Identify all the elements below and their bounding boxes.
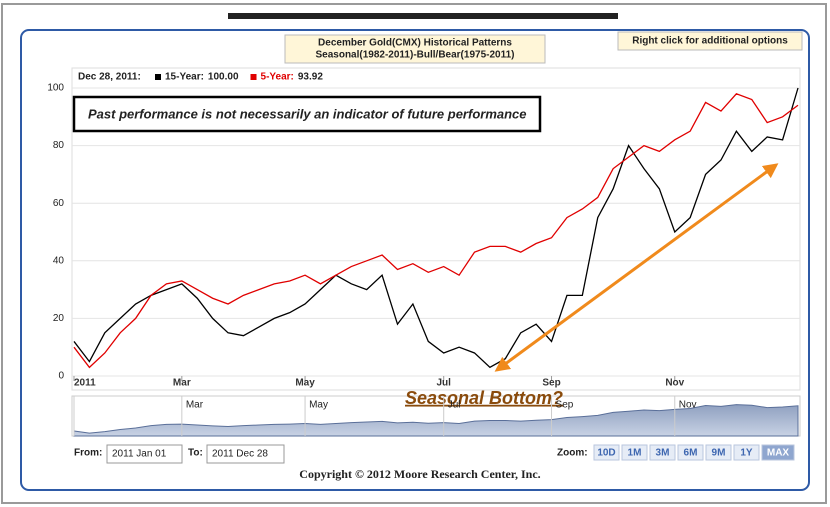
trend-arrow [494, 163, 779, 372]
zoom-button[interactable] [677, 444, 704, 461]
copyright: Copyright © 2012 Moore Research Center, … [299, 467, 540, 481]
y-tick-label: 100 [47, 83, 64, 94]
y-tick-label: 40 [53, 255, 65, 266]
zoom-button-label: 1Y [740, 448, 753, 459]
navigator-label: Jul [448, 400, 461, 411]
legend-name: 15-Year: [165, 72, 204, 83]
legend-swatch [250, 74, 257, 80]
from-input[interactable] [106, 444, 183, 464]
legend-value: 100.00 [208, 72, 239, 83]
series-line [73, 92, 799, 369]
y-tick-label: 80 [53, 140, 65, 151]
options-hint-box [617, 31, 803, 51]
to-input[interactable] [206, 444, 285, 464]
x-tick-label: Mar [173, 378, 191, 389]
title-box [284, 34, 546, 64]
zoom-button-label: 1M [628, 448, 642, 459]
from-value: 2011 Jan 01 [112, 449, 167, 460]
zoom-button-label: 9M [712, 448, 726, 459]
zoom-button-label: 10D [597, 448, 615, 459]
disclaimer-box [72, 95, 542, 133]
disclaimer: Past performance is not necessarily an i… [88, 106, 527, 121]
to-label: To: [188, 448, 203, 459]
legend-name: 5-Year: [261, 72, 294, 83]
zoom-button-label: 6M [684, 448, 698, 459]
y-tick-label: 0 [58, 371, 64, 382]
zoom-button[interactable] [649, 444, 676, 461]
zoom-button[interactable] [593, 444, 620, 461]
zoom-button[interactable] [705, 444, 732, 461]
zoom-button-label: MAX [767, 448, 790, 459]
legend: Dec 28, 2011: 15-Year: 100.00 5-Year: 93.92 [78, 72, 323, 83]
x-tick-label: May [295, 378, 315, 389]
x-tick-label: Sep [542, 378, 560, 389]
from-label: From: [74, 448, 102, 459]
navigator-label: Nov [679, 400, 697, 411]
zoom-button[interactable] [621, 444, 648, 461]
chart-subtitle: Seasonal(1982-2011)-Bull/Bear(1975-2011) [315, 50, 514, 61]
x-tick-label: Jul [436, 378, 451, 389]
y-tick-label: 20 [53, 313, 65, 324]
navigator-label: May [309, 400, 328, 411]
zoom-button[interactable] [761, 444, 795, 461]
seasonal-bottom-label: Seasonal Bottom? [405, 388, 563, 408]
zoom-button[interactable] [733, 444, 760, 461]
legend-value: 93.92 [298, 72, 323, 83]
navigator-label: Mar [186, 400, 204, 411]
chart-title: December Gold(CMX) Historical Patterns [318, 38, 512, 49]
options-hint: Right click for additional options [632, 36, 788, 47]
navigator-label: Sep [556, 400, 574, 411]
top-bar [228, 13, 618, 19]
legend-swatch [155, 74, 161, 80]
x-tick-label: Nov [665, 378, 684, 389]
legend-date: Dec 28, 2011: [78, 72, 141, 83]
zoom-button-label: 3M [656, 448, 670, 459]
x-tick-label: 2011 [74, 378, 96, 389]
zoom-label: Zoom: [557, 448, 588, 459]
to-value: 2011 Dec 28 [212, 449, 268, 460]
y-tick-label: 60 [53, 198, 65, 209]
